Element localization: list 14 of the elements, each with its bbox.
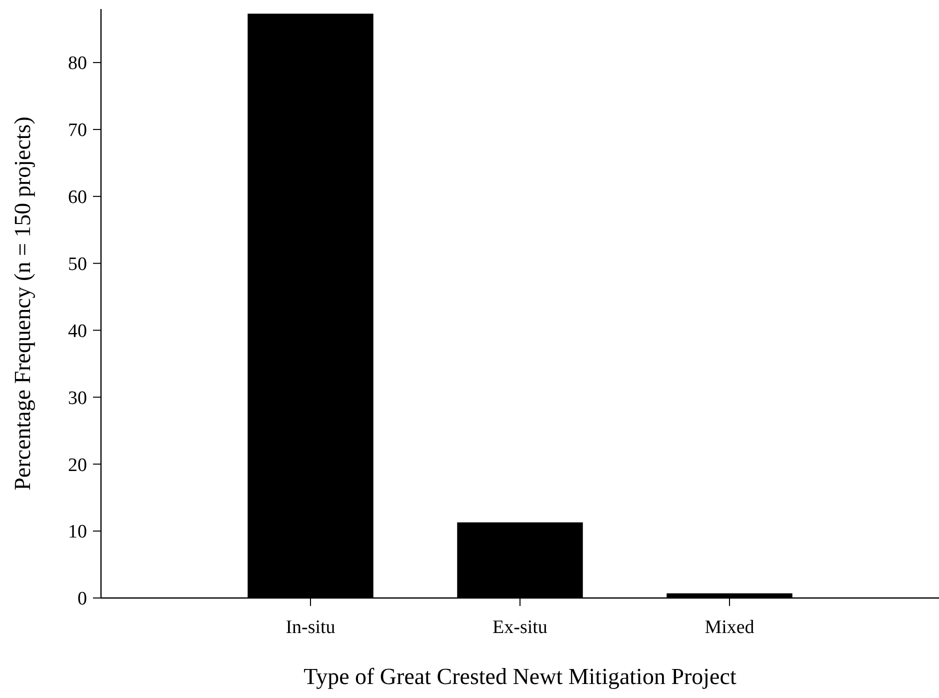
y-tick-label: 70 — [68, 120, 87, 142]
x-tick-label: In-situ — [286, 617, 336, 638]
x-axis-title: Type of Great Crested Newt Mitigation Project — [304, 664, 737, 689]
y-axis-title: Percentage Frequency (n = 150 projects) — [10, 116, 35, 490]
y-tick-label: 10 — [68, 522, 87, 543]
y-tick-label: 30 — [68, 388, 87, 409]
x-tick-label: Ex-situ — [492, 617, 548, 638]
y-tick-label: 50 — [68, 254, 87, 275]
y-tick-label: 40 — [68, 320, 87, 342]
x-tick-label: Mixed — [704, 617, 755, 638]
y-tick-label: 60 — [68, 187, 87, 208]
y-tick-label: 20 — [68, 454, 87, 476]
y-tick-label: 0 — [78, 588, 87, 610]
y-tick-label: 80 — [68, 53, 87, 74]
